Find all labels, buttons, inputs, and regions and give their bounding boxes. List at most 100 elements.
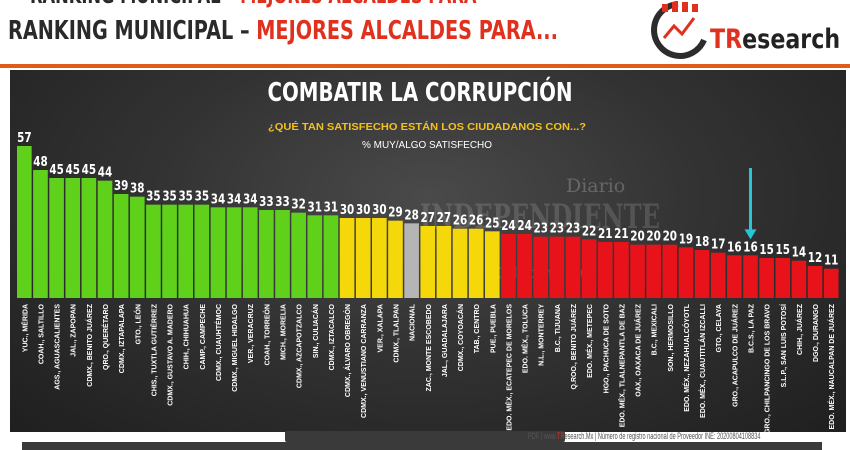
chart-bar — [275, 210, 290, 298]
x-tick-label: EDO. MÉX., CUAUTITLÁN IZCALLI — [698, 304, 707, 418]
chart-bar — [146, 204, 161, 298]
data-label: 24 — [501, 218, 515, 233]
chart-bar — [581, 239, 597, 298]
x-tick-label: GRO., ACAPULCO DE JUÁREZ — [730, 303, 739, 407]
x-tick-label: NACIONAL — [410, 303, 417, 341]
x-tick-label: CDMX., ÁLVARO OBREGÓN — [343, 304, 352, 397]
header-title-cut-accent: MEJORES ALCALDES PARA — [240, 0, 476, 9]
x-tick-label: EDO. MÉX., METEPEC — [585, 304, 594, 378]
chart-bar — [323, 215, 339, 298]
x-tick-label: YUC., MÉRIDA — [20, 304, 29, 352]
data-label: 35 — [162, 189, 176, 204]
page-title-accent: MEJORES ALCALDES PARA... — [256, 16, 558, 46]
chart-bar — [194, 204, 210, 298]
chart-bar — [162, 204, 177, 298]
data-label: 35 — [146, 189, 160, 204]
data-label: 39 — [114, 178, 128, 193]
data-label: 34 — [227, 191, 241, 206]
data-label: 31 — [324, 199, 338, 214]
data-label: 35 — [178, 189, 192, 204]
y-axis-label: % MUY/ALGO SATISFECHO — [362, 139, 492, 151]
data-label: 15 — [759, 242, 773, 257]
x-tick-label: EDO. MÉX., ECATEPEC DE MORELOS — [504, 304, 513, 431]
chart-bar — [597, 242, 613, 298]
chart-bar — [791, 260, 807, 298]
data-label: 28 — [404, 207, 418, 222]
scrollbar[interactable] — [285, 431, 565, 442]
chart-bar — [97, 180, 113, 298]
chart-bar — [807, 266, 823, 298]
chart-bar — [468, 228, 484, 298]
chart-bar — [339, 218, 355, 298]
footer-note: PDF | www.TResearch.Mx | Número de regis… — [528, 431, 760, 441]
x-tick-label: CDMX., COYOACÁN — [456, 304, 465, 371]
page-title: RANKING MUNICIPAL – MEJORES ALCALDES PAR… — [8, 16, 558, 46]
data-label: 29 — [388, 205, 402, 220]
chart-bar — [710, 252, 726, 298]
chart-bar — [630, 244, 645, 298]
chart-bar — [775, 258, 791, 298]
data-label: 20 — [630, 229, 644, 244]
data-label: 32 — [291, 197, 305, 212]
bar-chart-logo-icon — [651, 1, 707, 59]
header-title-cut-prefix: RANKING MUNICIPAL – — [30, 0, 240, 9]
x-tick-label: CDMX., IZTACALCO — [329, 303, 336, 370]
x-tick-label: EDO. MÉX., NAUCALPAN DE JUÁREZ — [827, 303, 836, 429]
chart-bar — [420, 226, 436, 298]
x-tick-label: CDMX., CUAUHTÉMOC — [214, 304, 223, 381]
x-tick-label: B.C., TIJUANA — [555, 304, 562, 352]
x-tick-label: CDMX., TLALPAN — [393, 304, 400, 363]
x-tick-label: OAX., OAXACA DE JUÁREZ — [634, 303, 643, 396]
chart-subtitle: ¿QUÉ TAN SATISFECHO ESTÁN LOS CIUDADANOS… — [268, 120, 586, 133]
chart-bar — [178, 204, 194, 298]
x-tick-label: VER., VERACRUZ — [248, 303, 255, 363]
footer-note-tr: TR — [557, 431, 565, 441]
chart-title: COMBATIR LA CORRUPCIÓN — [268, 76, 573, 108]
x-tick-label: CDMX., GUSTAVO A. MADERO — [168, 303, 175, 405]
x-tick-label: AGS., AGUASCALIENTES — [55, 304, 62, 390]
x-tick-label: CAMP., CAMPECHE — [200, 304, 207, 370]
header-title-cut: RANKING MUNICIPAL – MEJORES ALCALDES PAR… — [30, 0, 476, 9]
watermark-word-1: Diario — [566, 175, 625, 197]
x-tick-label: GTO., CELAYA — [716, 304, 723, 352]
data-label: 17 — [711, 237, 725, 252]
x-tick-label: N.L., MONTERREY — [539, 304, 546, 366]
chart-bar — [355, 218, 371, 298]
data-label: 14 — [792, 245, 806, 260]
data-label: 23 — [533, 221, 547, 236]
chart-bar — [694, 250, 710, 298]
data-label: 21 — [614, 226, 628, 241]
data-label: 34 — [211, 191, 225, 206]
data-label: 23 — [550, 221, 564, 236]
tresearch-logo: TResearch — [648, 0, 848, 62]
chart-bar — [646, 244, 661, 298]
x-tick-label: B.C.S., LA PAZ — [749, 303, 756, 353]
chart-bar — [743, 255, 758, 298]
highlight-arrow-head — [744, 229, 757, 240]
footer-note-prefix: PDF | www. — [528, 431, 558, 441]
chart-bar — [436, 226, 452, 298]
x-tick-label: EDO. MÉX., TLALNEPANTLA DE BAZ — [617, 303, 626, 427]
x-tick-label: ZAC., MONTE ESCOBEDO — [426, 303, 433, 391]
page-title-prefix: RANKING MUNICIPAL – — [8, 16, 257, 46]
x-tick-label: HGO., PACHUCA DE SOTO — [603, 303, 610, 393]
x-tick-label: Q.ROO., BENITO JUÁREZ — [569, 303, 578, 389]
header: RANKING MUNICIPAL – MEJORES ALCALDES PAR… — [0, 0, 850, 64]
data-label: 34 — [243, 191, 257, 206]
data-label: 21 — [598, 226, 612, 241]
header-divider — [0, 64, 850, 68]
chart-bar — [727, 255, 742, 298]
data-label: 23 — [566, 221, 580, 236]
x-tick-label: SIN., CULIACÁN — [311, 304, 320, 358]
chart-bar — [614, 242, 629, 298]
data-label: 12 — [808, 250, 822, 265]
data-label: 45 — [82, 162, 96, 177]
chart-bar — [307, 215, 323, 298]
chart-bar — [452, 228, 468, 298]
x-tick-label: B.C., MEXICALI — [652, 304, 659, 355]
data-label: 26 — [469, 213, 483, 228]
chart-bar — [517, 234, 532, 298]
data-label: 15 — [776, 242, 790, 257]
x-tick-label: COAH., TORREÓN — [262, 304, 271, 365]
x-tick-label: CDMX., VENUSTIANO CARRANZA — [361, 304, 368, 418]
